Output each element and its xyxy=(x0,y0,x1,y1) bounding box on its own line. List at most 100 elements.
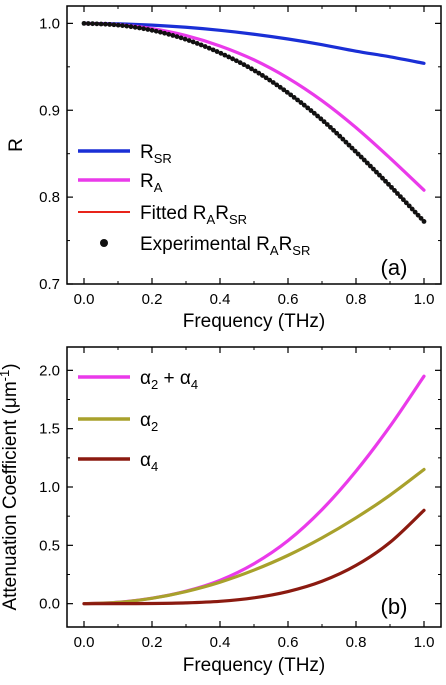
data-point-experimental-r-a-r-sr xyxy=(277,84,283,90)
data-point-experimental-r-a-r-sr xyxy=(311,110,317,116)
data-point-experimental-r-a-r-sr xyxy=(409,206,415,212)
data-point-experimental-r-a-r-sr xyxy=(371,166,376,172)
legend-marker-experimental xyxy=(100,239,108,247)
legend-label-rsr: RSR xyxy=(140,142,172,166)
x-axis-ticks-b: 0.0 0.2 0.4 0.6 0.8 1.0 xyxy=(74,347,435,651)
data-point-experimental-r-a-r-sr xyxy=(94,21,100,27)
data-point-experimental-r-a-r-sr xyxy=(291,94,297,100)
data-point-experimental-r-a-r-sr xyxy=(170,33,176,38)
data-point-experimental-r-a-r-sr xyxy=(241,62,247,68)
data-point-experimental-r-a-r-sr xyxy=(421,219,427,224)
y-tick-label-a: 0.7 xyxy=(39,276,60,293)
data-point-experimental-r-a-r-sr xyxy=(337,133,343,139)
data-point-experimental-r-a-r-sr xyxy=(132,24,138,30)
legend-label-ra: RA xyxy=(140,171,163,195)
x-tick-label-b: 0.8 xyxy=(346,634,367,651)
data-point-experimental-r-a-r-sr xyxy=(194,41,200,46)
x-tick-label-b: 0.6 xyxy=(278,634,299,651)
x-axis-ticks-a: 0.0 0.2 0.4 0.6 0.8 1.0 xyxy=(74,6,435,308)
data-point-experimental-r-a-r-sr xyxy=(392,188,397,193)
x-tick-label-a: 0.6 xyxy=(278,291,299,308)
data-point-experimental-r-a-r-sr xyxy=(260,73,265,78)
data-point-experimental-r-a-r-sr xyxy=(328,124,333,130)
data-point-experimental-r-a-r-sr xyxy=(318,116,324,122)
y-axis-title-b: Attenuation Coefficient (μm-1) xyxy=(0,363,21,610)
data-point-experimental-r-a-r-sr xyxy=(182,36,188,42)
data-point-experimental-r-a-r-sr xyxy=(111,22,117,28)
series-group-b xyxy=(82,374,426,606)
data-point-experimental-r-a-r-sr xyxy=(331,127,336,133)
x-tick-label-b: 0.0 xyxy=(74,634,95,651)
data-point-experimental-r-a-r-sr xyxy=(308,108,314,113)
data-point-experimental-r-a-r-sr xyxy=(406,203,412,209)
data-point-experimental-r-a-r-sr xyxy=(395,191,400,196)
data-point-experimental-r-a-r-sr xyxy=(145,27,151,32)
data-point-experimental-r-a-r-sr xyxy=(162,30,167,36)
panel-b: 0.0 0.2 0.4 0.6 0.8 1.0 0.0 0.5 1.0 1.5 2.0 Frequ… xyxy=(0,346,442,676)
x-tick-label-b: 1.0 xyxy=(414,634,435,651)
x-axis-title-a: Frequency (THz) xyxy=(183,311,326,332)
data-point-experimental-r-a-r-sr xyxy=(263,75,269,81)
data-point-experimental-r-a-r-sr xyxy=(398,194,403,200)
data-point-experimental-r-a-r-sr xyxy=(301,102,307,108)
data-point-experimental-r-a-r-sr xyxy=(245,64,251,70)
x-tick-label-a: 0.4 xyxy=(210,291,231,308)
data-point-experimental-r-a-r-sr xyxy=(352,148,358,154)
data-point-experimental-r-a-r-sr xyxy=(256,70,262,76)
data-point-experimental-r-a-r-sr xyxy=(137,25,142,31)
data-point-experimental-r-a-r-sr xyxy=(386,181,391,187)
y-tick-label-b: 1.0 xyxy=(39,479,60,496)
panel-label-a: (a) xyxy=(381,255,408,280)
data-point-experimental-r-a-r-sr xyxy=(174,34,180,39)
data-point-experimental-r-a-r-sr xyxy=(324,122,330,127)
data-point-experimental-r-a-r-sr xyxy=(237,60,243,66)
data-point-experimental-r-a-r-sr xyxy=(81,20,87,26)
data-point-experimental-r-a-r-sr xyxy=(346,142,352,148)
y-tick-label-a: 0.9 xyxy=(39,102,60,119)
data-point-experimental-r-a-r-sr xyxy=(380,175,385,181)
data-point-experimental-r-a-r-sr xyxy=(274,82,280,88)
data-point-experimental-r-a-r-sr xyxy=(249,66,254,72)
data-point-experimental-r-a-r-sr xyxy=(210,47,216,53)
y-axis-ticks-a: 0.7 0.8 0.9 1.0 xyxy=(39,15,441,293)
data-point-experimental-r-a-r-sr xyxy=(298,100,304,105)
data-point-experimental-r-a-r-sr xyxy=(321,119,327,125)
x-tick-label-a: 1.0 xyxy=(414,291,435,308)
data-point-experimental-r-a-r-sr xyxy=(374,169,379,175)
series-line-4 xyxy=(82,508,426,606)
data-point-experimental-r-a-r-sr xyxy=(186,38,192,43)
y-tick-label-b: 0.5 xyxy=(39,537,60,554)
x-tick-label-b: 0.2 xyxy=(142,634,163,651)
data-point-experimental-r-a-r-sr xyxy=(157,29,163,35)
data-point-experimental-r-a-r-sr xyxy=(415,212,421,218)
data-point-experimental-r-a-r-sr xyxy=(178,35,184,41)
data-point-experimental-r-a-r-sr xyxy=(233,58,239,64)
data-point-experimental-r-a-r-sr xyxy=(98,21,104,27)
data-point-experimental-r-a-r-sr xyxy=(368,163,373,169)
data-point-experimental-r-a-r-sr xyxy=(149,27,155,33)
legend-label-alpha4: α4 xyxy=(140,450,158,474)
data-point-experimental-r-a-r-sr xyxy=(377,172,382,178)
x-tick-label-b: 0.4 xyxy=(210,634,231,651)
data-point-experimental-r-a-r-sr xyxy=(124,23,130,29)
y-axis-ticks-b: 0.0 0.5 1.0 1.5 2.0 xyxy=(39,362,441,613)
data-point-experimental-r-a-r-sr xyxy=(418,215,424,221)
data-point-experimental-r-a-r-sr xyxy=(355,151,361,157)
data-point-experimental-r-a-r-sr xyxy=(128,24,134,30)
series-line-2 xyxy=(82,467,426,606)
data-point-experimental-r-a-r-sr xyxy=(85,21,91,26)
data-point-experimental-r-a-r-sr xyxy=(295,97,300,103)
y-tick-label-a: 0.8 xyxy=(39,189,60,206)
x-tick-label-a: 0.8 xyxy=(346,291,367,308)
legend-a: RSR RA Fitted RARSR Experimental RARSR xyxy=(78,142,310,258)
data-point-experimental-r-a-r-sr xyxy=(214,49,220,54)
data-point-experimental-r-a-r-sr xyxy=(141,26,147,32)
data-point-experimental-r-a-r-sr xyxy=(281,87,287,93)
y-tick-label-a: 1.0 xyxy=(39,15,60,32)
data-point-experimental-r-a-r-sr xyxy=(90,21,95,27)
data-point-experimental-r-a-r-sr xyxy=(102,21,108,27)
data-point-experimental-r-a-r-sr xyxy=(349,145,355,151)
data-point-experimental-r-a-r-sr xyxy=(190,39,196,45)
plot-frame-b xyxy=(66,346,442,628)
legend-b: α2 + α4 α2 α4 xyxy=(78,368,198,474)
